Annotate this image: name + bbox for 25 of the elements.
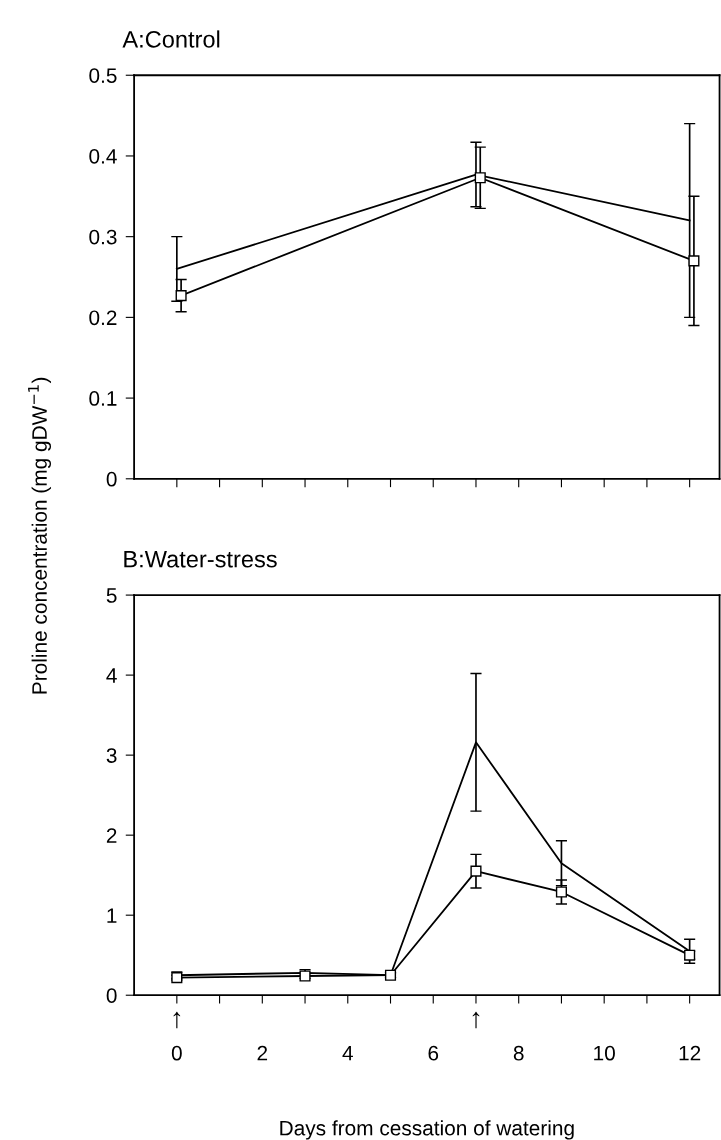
y-axis-title: Proline concentration (mg gDW$^{−1}$) <box>28 377 52 694</box>
x-tick-label: 8 <box>513 1045 524 1061</box>
y-tick-label: 1 <box>107 908 117 923</box>
y-tick-label: 0.3 <box>89 229 117 245</box>
chart-title: A:Control <box>122 30 220 48</box>
y-tick-label: 4 <box>106 668 117 683</box>
x-tick-label: 0 <box>171 1045 182 1061</box>
x-tick-label: 2 <box>257 1045 268 1061</box>
x-tick-label: 12 <box>679 1045 701 1061</box>
text: ↑ <box>173 1011 181 1029</box>
y-tick-label: 0.1 <box>89 391 117 406</box>
y-tick-label: 0 <box>106 988 117 1003</box>
y-tick-label: 0 <box>106 471 117 487</box>
y-tick-label: 0.5 <box>89 68 117 83</box>
chart-title: B:Water-stress <box>124 551 277 568</box>
text: ↑ <box>472 1011 480 1029</box>
y-tick-label: 2 <box>106 828 117 843</box>
x-axis-title: Days from cessation of watering <box>280 1120 574 1140</box>
y-tick-label: 0.2 <box>89 310 117 326</box>
x-tick-label: 10 <box>594 1045 615 1061</box>
x-tick-label: 6 <box>428 1045 439 1061</box>
y-tick-label: 5 <box>106 588 117 603</box>
y-tick-label: 0.4 <box>89 148 117 164</box>
y-tick-label: 3 <box>106 748 117 763</box>
x-tick-label: 4 <box>342 1045 353 1061</box>
